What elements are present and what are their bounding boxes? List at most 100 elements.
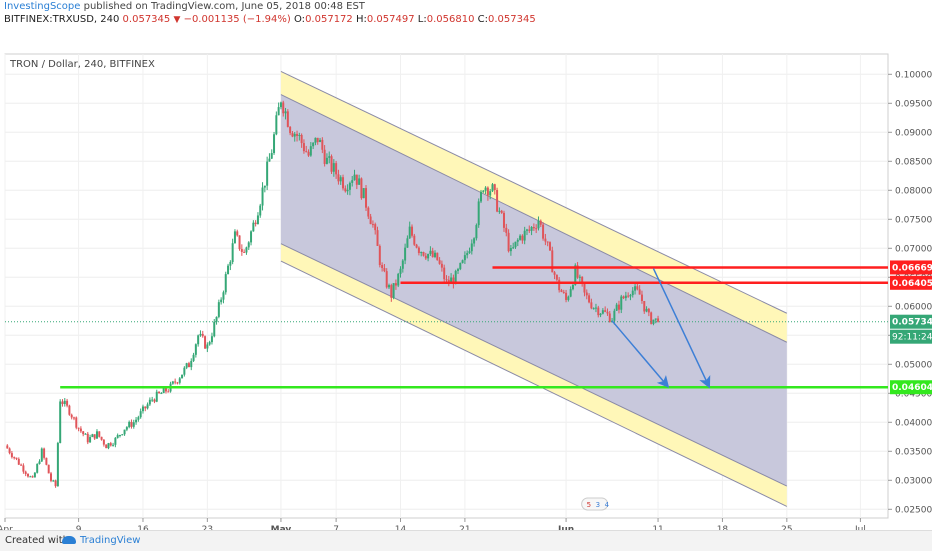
- candle-body: [70, 414, 73, 418]
- candle-body: [525, 229, 528, 231]
- candle-body: [555, 274, 558, 280]
- x-tick-label: 23: [202, 525, 213, 530]
- candle-body: [116, 435, 119, 438]
- candle-body: [171, 381, 174, 384]
- candle-body: [565, 292, 568, 300]
- resistance-price-tag: [890, 275, 932, 290]
- candle-body: [183, 367, 186, 375]
- candle-body: [279, 102, 282, 108]
- candle-body: [158, 391, 161, 394]
- publish-info: InvestingScope published on TradingView.…: [4, 1, 365, 12]
- candle-body: [33, 472, 36, 478]
- candle-body: [470, 243, 473, 252]
- candle-body: [155, 391, 158, 402]
- candle-body: [277, 107, 280, 116]
- candle-body: [141, 406, 144, 412]
- candle-body: [328, 156, 331, 158]
- candle-body: [438, 260, 441, 264]
- candle-body: [657, 318, 660, 322]
- event-badge: [581, 497, 609, 511]
- candle-body: [178, 378, 181, 383]
- candle-body: [585, 292, 588, 296]
- candle-body: [302, 143, 305, 152]
- candle-body: [429, 250, 432, 254]
- candle-body: [307, 151, 310, 156]
- candle-body: [369, 216, 372, 225]
- candle-body: [314, 137, 317, 143]
- candle-body: [22, 465, 25, 472]
- last-price: 0.057345: [122, 14, 171, 25]
- candle-body: [615, 304, 618, 311]
- candle-body: [72, 417, 75, 419]
- candle-body: [571, 284, 574, 290]
- candle-body: [289, 126, 292, 134]
- candle-body: [456, 269, 459, 271]
- candle-body: [38, 461, 41, 464]
- candle-body: [353, 174, 356, 181]
- symbol-quote: BITFINEX:TRXUSD, 240 0.057345 ▼ −0.00113…: [4, 14, 536, 25]
- candle-body: [263, 185, 266, 188]
- resistance-price-tag-label: 0.064052: [892, 279, 932, 289]
- candle-body: [560, 290, 563, 292]
- candle-body: [8, 448, 11, 454]
- candle-body: [408, 226, 411, 239]
- candle-body: [187, 363, 190, 368]
- candle-body: [383, 268, 386, 272]
- cloud-icon: [62, 536, 76, 544]
- event-badge-count: 5: [587, 501, 591, 509]
- candle-body: [233, 231, 236, 244]
- candle-body: [192, 354, 195, 361]
- candle-body: [521, 235, 524, 241]
- candle-body: [325, 157, 328, 164]
- candle-body: [450, 277, 453, 283]
- last-price-tag: [890, 314, 932, 329]
- candle-body: [125, 427, 128, 430]
- author-link[interactable]: InvestingScope: [4, 1, 81, 12]
- x-tick-label: Jun: [557, 525, 574, 530]
- candle-body: [137, 417, 140, 420]
- candle-body: [539, 220, 542, 225]
- candle-body: [608, 313, 611, 323]
- candle-body: [47, 464, 50, 474]
- candle-body: [385, 271, 388, 288]
- support-price-tag-label: 0.046047: [892, 383, 932, 393]
- candle-body: [482, 190, 485, 192]
- candle-body: [84, 433, 87, 435]
- candle-body: [420, 252, 423, 254]
- candle-body: [514, 241, 517, 248]
- candle-body: [459, 262, 462, 270]
- candle-body: [378, 245, 381, 266]
- candle-body: [640, 294, 643, 301]
- candle-body: [26, 474, 29, 477]
- tradingview-logo[interactable]: TradingView: [62, 535, 140, 546]
- candle-body: [376, 230, 379, 246]
- candle-body: [102, 439, 105, 445]
- candle-body: [415, 244, 418, 248]
- candle-body: [105, 444, 108, 449]
- candle-body: [473, 238, 476, 244]
- candle-body: [123, 429, 126, 435]
- candle-body: [335, 163, 338, 175]
- candle-body: [275, 115, 278, 135]
- candle-body: [581, 276, 584, 284]
- candle-body: [112, 444, 115, 446]
- candle-body: [20, 464, 23, 466]
- candle-body: [445, 279, 448, 281]
- candle-body: [236, 231, 239, 236]
- candle-body: [132, 422, 135, 427]
- open-value: 0.057172: [305, 14, 353, 25]
- candle-body: [477, 201, 480, 226]
- candle-body: [427, 253, 430, 259]
- forecast-arrow: [652, 268, 711, 389]
- candle-body: [542, 224, 545, 239]
- candle-body: [374, 224, 377, 231]
- candle-body: [629, 295, 632, 297]
- channel-line: [280, 70, 788, 314]
- candle-body: [413, 235, 416, 245]
- candle-body: [261, 187, 264, 206]
- candle-body: [583, 283, 586, 293]
